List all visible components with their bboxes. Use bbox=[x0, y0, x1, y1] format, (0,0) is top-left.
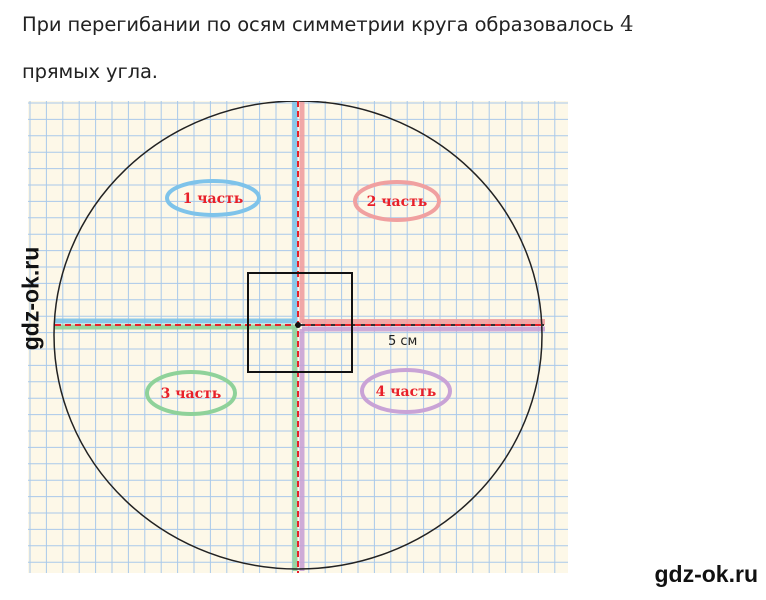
watermark-bottom: gdz-ok.ru bbox=[654, 561, 759, 587]
part-1-ring bbox=[165, 179, 261, 217]
circle bbox=[53, 101, 543, 570]
radius-label: 5 см bbox=[388, 334, 417, 349]
task-text-line-2: прямых угла. bbox=[22, 60, 158, 83]
part-4-label: 4 часть bbox=[376, 384, 437, 400]
watermark-side: gdz-ok.ru bbox=[17, 246, 44, 351]
number-four: 4 bbox=[620, 12, 634, 36]
part-2-label: 2 часть bbox=[367, 194, 428, 210]
part-1: 1 часть bbox=[165, 179, 261, 217]
right-angle-square bbox=[247, 272, 353, 373]
part-3-label: 3 часть bbox=[161, 386, 222, 402]
grid-lines bbox=[28, 101, 568, 573]
task-text-line-1: При перегибании по осям симметрии круга … bbox=[22, 12, 633, 36]
part-2-ring bbox=[353, 180, 441, 222]
part-2: 2 часть bbox=[353, 180, 441, 222]
part-1-label: 1 часть bbox=[183, 191, 244, 207]
part-4: 4 часть bbox=[360, 368, 452, 414]
part-3-ring bbox=[145, 370, 237, 416]
center-point bbox=[295, 322, 301, 328]
circle-symmetry-figure: 5 см 1 часть 2 часть 3 часть 4 часть bbox=[28, 101, 568, 573]
part-3: 3 часть bbox=[145, 370, 237, 416]
task-text: При перегибании по осям симметрии круга … bbox=[22, 13, 621, 36]
part-4-ring bbox=[360, 368, 452, 414]
